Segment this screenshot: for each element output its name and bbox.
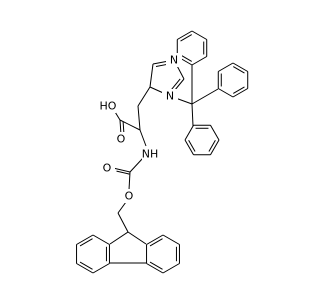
bond (232, 88, 248, 98)
bond (184, 125, 194, 141)
bond (191, 30, 207, 40)
label-bg (162, 89, 178, 103)
atom-label: N (166, 90, 174, 103)
bond (127, 231, 147, 245)
bond (79, 261, 93, 270)
bond (233, 86, 245, 94)
bond (218, 88, 234, 98)
bond (188, 140, 196, 152)
bond (233, 66, 245, 74)
bond (208, 140, 216, 152)
bond (191, 56, 207, 66)
bond (117, 201, 127, 214)
bond (137, 105, 141, 131)
bond (122, 121, 125, 133)
bond (146, 263, 164, 274)
label-bg (99, 161, 115, 175)
atom-label: NH (142, 148, 159, 161)
bond (191, 88, 219, 105)
label-bg (121, 189, 137, 203)
bond (184, 139, 194, 155)
bond (177, 30, 193, 40)
atom-label: HO (100, 100, 117, 113)
label-bg (100, 99, 116, 113)
bond (116, 170, 130, 175)
bond (210, 125, 220, 141)
bond (92, 234, 110, 245)
bond (162, 263, 180, 274)
bond (76, 234, 94, 245)
bond (109, 231, 129, 245)
bond (146, 234, 164, 245)
bond (149, 238, 163, 247)
atom-label: N (170, 54, 178, 67)
bond (180, 54, 192, 62)
bond (210, 139, 220, 155)
label-bg (166, 53, 182, 67)
label-bg (142, 147, 158, 161)
bond (149, 63, 154, 88)
label-bg (113, 132, 129, 146)
bond (162, 234, 180, 245)
bonds (76, 30, 249, 274)
bond (92, 263, 110, 274)
bond (137, 86, 151, 107)
bond (218, 62, 234, 72)
atom-label: O (117, 133, 126, 146)
bond (180, 34, 192, 42)
atom-label: O (125, 190, 134, 203)
bond (232, 62, 248, 72)
bond (139, 129, 147, 147)
bond (117, 212, 129, 233)
bond (112, 167, 131, 173)
bond (191, 103, 194, 127)
bond (129, 157, 144, 173)
atom-label: O (103, 162, 112, 175)
bond (128, 171, 131, 191)
bond (79, 238, 93, 247)
bond (149, 261, 163, 270)
bond (76, 263, 94, 274)
